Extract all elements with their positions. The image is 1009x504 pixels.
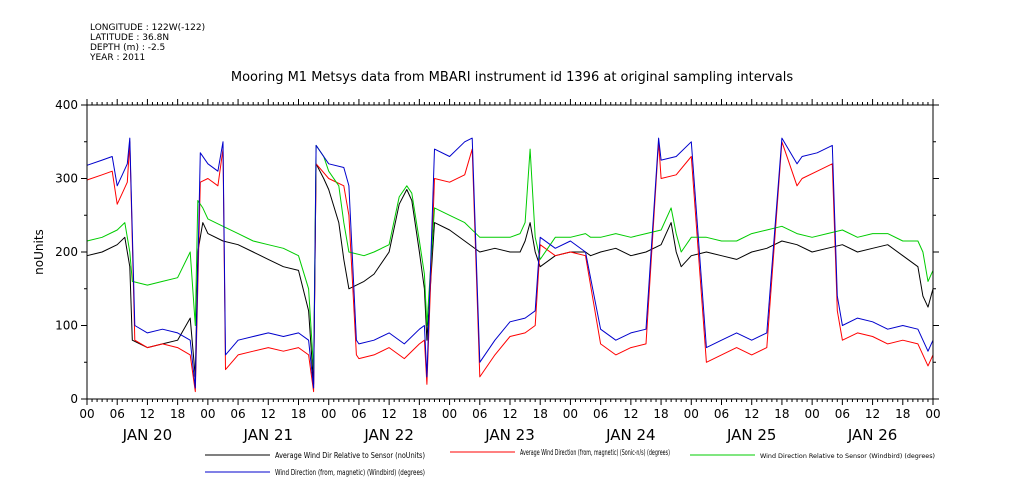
x-tick-label: 18: [170, 407, 185, 421]
year-label: YEAR : 2011: [89, 53, 145, 63]
legend-label-2: Average Wind Direction (from, magnetic) …: [520, 448, 670, 457]
longitude-label: LONGITUDE : 122W(-122): [90, 23, 205, 33]
series-line-2: [86, 141, 934, 393]
x-day-label: JAN 20: [122, 426, 173, 444]
metadata-block: LONGITUDE : 122W(-122) LATITUDE : 36.8N …: [89, 23, 205, 63]
x-tick-label: 18: [895, 407, 910, 421]
x-tick-label: 18: [653, 407, 668, 421]
y-tick-label: 0: [70, 392, 78, 406]
x-tick-label: 00: [684, 407, 699, 421]
x-tick-label: 18: [291, 407, 306, 421]
x-tick-label: 18: [412, 407, 427, 421]
y-tick-label: 200: [55, 245, 78, 259]
x-tick-label: 06: [593, 407, 608, 421]
y-tick-label: 300: [55, 172, 78, 186]
x-tick-label: 12: [382, 407, 397, 421]
legend-label-3: Wind Direction Relative to Sensor (Windb…: [760, 453, 935, 460]
x-tick-label: 06: [472, 407, 487, 421]
x-tick-label: 00: [442, 407, 457, 421]
axes-layer: 0 100 200 300 400 00 06 12 18 00 06 12 18 00 06 12 18 00 0…: [55, 98, 941, 444]
legend-label-4: Wind Direction (from, magnetic) (Windbir…: [275, 468, 425, 477]
x-tick-label: 00: [79, 407, 94, 421]
series-line-1: [86, 163, 934, 385]
x-tick-label: 12: [623, 407, 638, 421]
y-tick-label: 400: [55, 98, 78, 112]
x-tick-label: 06: [714, 407, 729, 421]
x-tick-label: 06: [835, 407, 850, 421]
x-day-label: JAN 22: [363, 426, 414, 444]
legend: Average Wind Dir Relative to Sensor (noU…: [205, 448, 935, 477]
x-tick-label: 00: [321, 407, 336, 421]
x-tick-label: 06: [230, 407, 245, 421]
x-tick-label: 00: [805, 407, 820, 421]
x-tick-label: 00: [563, 407, 578, 421]
x-day-label: JAN 24: [605, 426, 656, 444]
x-tick-label: 00: [200, 407, 215, 421]
x-tick-label: 00: [925, 407, 940, 421]
series-line-4: [86, 137, 934, 389]
x-tick-label: 06: [351, 407, 366, 421]
x-day-label: JAN 26: [847, 426, 898, 444]
x-tick-label: 18: [533, 407, 548, 421]
x-tick-label: 18: [774, 407, 789, 421]
depth-label: DEPTH (m) : -2.5: [90, 43, 165, 53]
latitude-label: LATITUDE : 36.8N: [90, 33, 169, 43]
x-tick-label: 12: [261, 407, 276, 421]
x-tick-label: 12: [865, 407, 880, 421]
x-tick-label: 06: [110, 407, 125, 421]
y-axis-label: noUnits: [32, 229, 46, 275]
x-tick-label: 12: [502, 407, 517, 421]
chart-title: Mooring M1 Metsys data from MBARI instru…: [231, 70, 793, 85]
series-layer: [86, 137, 934, 393]
y-tick-label: 100: [55, 319, 78, 333]
x-tick-label: 12: [744, 407, 759, 421]
x-tick-label: 12: [140, 407, 155, 421]
series-line-3: [86, 144, 934, 371]
x-day-label: JAN 25: [726, 426, 777, 444]
x-day-label: JAN 21: [243, 426, 294, 444]
x-day-label: JAN 23: [484, 426, 535, 444]
legend-label-1: Average Wind Dir Relative to Sensor (noU…: [275, 451, 425, 460]
